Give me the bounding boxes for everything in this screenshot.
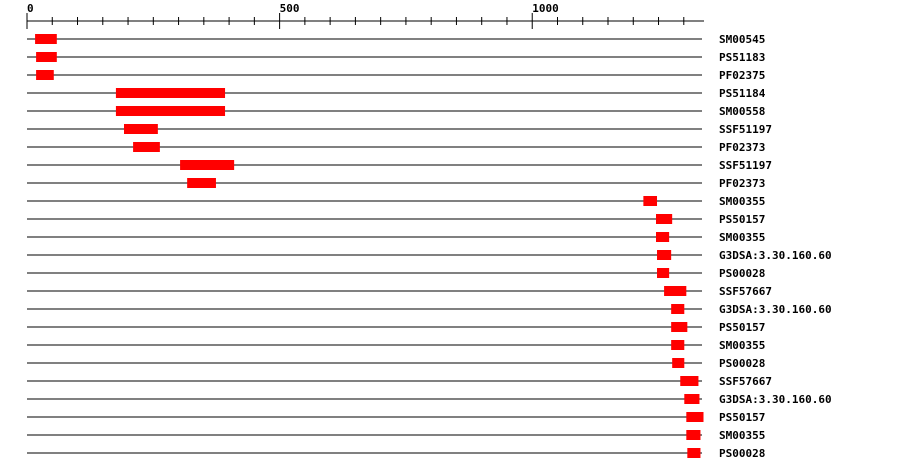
feature-bar[interactable] bbox=[672, 358, 685, 368]
feature-row: PS50157 bbox=[27, 411, 765, 424]
feature-row: PS51183 bbox=[27, 51, 765, 64]
feature-label: G3DSA:3.30.160.60 bbox=[719, 303, 832, 316]
feature-bar[interactable] bbox=[664, 286, 687, 296]
feature-bar[interactable] bbox=[180, 160, 235, 170]
feature-label: PS50157 bbox=[719, 213, 765, 226]
feature-row: PF02373 bbox=[27, 177, 765, 190]
feature-label: SM00558 bbox=[719, 105, 765, 118]
feature-bar[interactable] bbox=[656, 214, 673, 224]
feature-row: SM00545 bbox=[27, 33, 765, 46]
feature-label: PS50157 bbox=[719, 411, 765, 424]
axis-tick-label: 0 bbox=[27, 2, 34, 15]
feature-label: SSF57667 bbox=[719, 285, 772, 298]
feature-label: PS00028 bbox=[719, 447, 765, 460]
feature-bar[interactable] bbox=[36, 70, 54, 80]
feature-bar[interactable] bbox=[657, 250, 672, 260]
feature-bar[interactable] bbox=[686, 412, 704, 422]
feature-label: PS51183 bbox=[719, 51, 765, 64]
feature-row: SM00355 bbox=[27, 339, 765, 352]
feature-row: SSF51197 bbox=[27, 159, 772, 172]
feature-bar[interactable] bbox=[687, 448, 701, 458]
feature-bar[interactable] bbox=[684, 394, 700, 404]
feature-row: PS51184 bbox=[27, 87, 766, 100]
feature-row: G3DSA:3.30.160.60 bbox=[27, 393, 832, 406]
feature-bar[interactable] bbox=[35, 34, 57, 44]
position-axis: 0 500 1000 bbox=[26, 2, 704, 29]
feature-bar[interactable] bbox=[680, 376, 699, 386]
feature-label: SM00355 bbox=[719, 195, 765, 208]
feature-label: SM00355 bbox=[719, 429, 765, 442]
feature-label: G3DSA:3.30.160.60 bbox=[719, 249, 832, 262]
feature-label: SM00355 bbox=[719, 339, 765, 352]
feature-bar[interactable] bbox=[124, 124, 158, 134]
feature-label: SSF51197 bbox=[719, 159, 772, 172]
feature-bar[interactable] bbox=[643, 196, 658, 206]
feature-label: PF02373 bbox=[719, 141, 765, 154]
feature-label: SM00545 bbox=[719, 33, 765, 46]
feature-label: PS51184 bbox=[719, 87, 766, 100]
feature-bar[interactable] bbox=[671, 322, 688, 332]
feature-row: PF02375 bbox=[27, 69, 765, 82]
feature-bar[interactable] bbox=[115, 106, 226, 116]
feature-label: G3DSA:3.30.160.60 bbox=[719, 393, 832, 406]
feature-row: SSF51197 bbox=[27, 123, 772, 136]
feature-bar[interactable] bbox=[36, 52, 57, 62]
feature-row: PS50157 bbox=[27, 321, 765, 334]
axis-tick-label: 500 bbox=[280, 2, 300, 15]
feature-row: G3DSA:3.30.160.60 bbox=[27, 303, 832, 316]
feature-tracks: SM00545 PS51183 PF02375 PS51184 SM00558 SSF51… bbox=[27, 33, 832, 460]
feature-row: G3DSA:3.30.160.60 bbox=[27, 249, 832, 262]
feature-bar[interactable] bbox=[115, 88, 226, 98]
feature-bar[interactable] bbox=[187, 178, 216, 188]
feature-label: PS00028 bbox=[719, 267, 765, 280]
feature-label: PF02375 bbox=[719, 69, 765, 82]
feature-label: PF02373 bbox=[719, 177, 765, 190]
feature-label: SSF51197 bbox=[719, 123, 772, 136]
feature-row: PS00028 bbox=[27, 267, 765, 280]
feature-label: SSF57667 bbox=[719, 375, 772, 388]
feature-bar[interactable] bbox=[133, 142, 160, 152]
feature-label: PS00028 bbox=[719, 357, 765, 370]
feature-bar[interactable] bbox=[686, 430, 701, 440]
feature-row: SM00355 bbox=[27, 429, 765, 442]
feature-label: SM00355 bbox=[719, 231, 765, 244]
feature-bar[interactable] bbox=[657, 268, 670, 278]
feature-bar[interactable] bbox=[656, 232, 670, 242]
feature-bar[interactable] bbox=[671, 304, 685, 314]
feature-row: PS50157 bbox=[27, 213, 765, 226]
feature-bar[interactable] bbox=[671, 340, 685, 350]
feature-row: SM00355 bbox=[27, 195, 765, 208]
feature-row: PS00028 bbox=[27, 447, 765, 460]
feature-row: PF02373 bbox=[27, 141, 765, 154]
feature-row: SSF57667 bbox=[27, 375, 772, 388]
feature-row: PS00028 bbox=[27, 357, 765, 370]
feature-label: PS50157 bbox=[719, 321, 765, 334]
feature-row: SM00355 bbox=[27, 231, 765, 244]
axis-tick-label: 1000 bbox=[532, 2, 559, 15]
feature-row: SSF57667 bbox=[27, 285, 772, 298]
feature-row: SM00558 bbox=[27, 105, 765, 118]
